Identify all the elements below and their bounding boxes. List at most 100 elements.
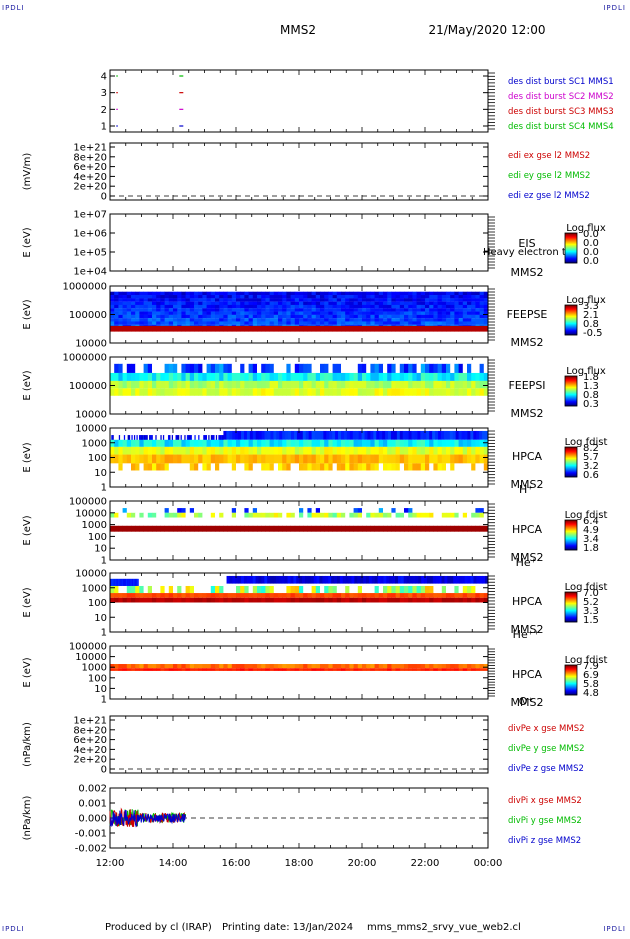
spectrogram-band	[391, 298, 396, 302]
spectrogram-band	[139, 318, 144, 322]
spectrogram-band	[143, 325, 149, 332]
spectrogram-band	[420, 668, 426, 671]
spectrogram-band	[475, 304, 480, 309]
spectrogram-band	[315, 446, 321, 455]
colorbar-segment	[565, 522, 577, 524]
spectrogram-band	[370, 363, 375, 373]
spectrogram-band	[118, 435, 121, 443]
spectrogram-band	[387, 314, 392, 319]
colorbar-segment	[565, 520, 577, 522]
spectrogram-band	[206, 388, 212, 396]
spectrogram-band	[454, 439, 459, 447]
spectrogram-band	[252, 508, 258, 513]
spectrogram-band	[244, 439, 249, 447]
spectrogram-band	[189, 435, 192, 443]
colorbar-segment	[565, 305, 577, 307]
spectrogram-band	[395, 597, 401, 603]
spectrogram-band	[198, 388, 203, 396]
spectrogram-band	[185, 454, 191, 464]
spectrogram-band	[131, 298, 136, 302]
spectrogram-band	[462, 525, 468, 532]
spectrogram-band	[446, 380, 451, 389]
spectrogram-band	[210, 512, 216, 518]
spectrogram-band	[160, 372, 165, 381]
spectrogram-band	[215, 318, 220, 322]
spectrogram-band	[475, 664, 480, 669]
spectrogram-band	[118, 363, 123, 373]
spectrogram-band	[160, 525, 165, 532]
spectrogram-band	[156, 463, 161, 471]
spectrogram-band	[303, 593, 308, 598]
spectrogram-band	[328, 291, 333, 296]
spectrogram-band	[370, 585, 375, 594]
spectrogram-band	[194, 435, 197, 443]
spectrogram-band	[296, 575, 300, 584]
spectrogram-band	[236, 512, 241, 518]
spectrogram-band	[215, 291, 220, 296]
spectrogram-band	[441, 311, 447, 315]
spectrogram-band	[110, 585, 115, 594]
legend-entry: edi ey gse l2 MMS2	[508, 171, 590, 181]
spectrogram-band	[399, 325, 405, 332]
spectrogram-band	[446, 668, 451, 671]
spectrogram-band	[458, 508, 464, 513]
spectrogram-band	[122, 508, 128, 513]
spectrogram-band	[139, 463, 144, 471]
spectrogram-band	[328, 439, 333, 447]
spectrogram-band	[236, 291, 241, 296]
spectrogram-band	[130, 435, 132, 443]
spectrogram-band	[133, 435, 136, 443]
spectrogram-band	[299, 311, 304, 315]
spectrogram-band	[126, 446, 132, 455]
spectrogram-band	[404, 597, 409, 603]
spectrogram-band	[162, 435, 165, 443]
spectrogram-band	[362, 446, 367, 455]
spectrogram-feepse	[110, 291, 489, 332]
spectrogram-band	[147, 380, 153, 389]
spectrogram-band	[181, 508, 186, 513]
spectrogram-band	[461, 430, 465, 440]
spectrogram-band	[265, 372, 270, 381]
spectrogram-band	[240, 454, 245, 464]
spectrogram-band	[219, 314, 224, 319]
spectrogram-band	[450, 575, 454, 584]
spectrogram-band	[261, 463, 266, 471]
spectrogram-band	[387, 597, 392, 603]
spectrogram-band	[320, 295, 325, 299]
spectrogram-band	[425, 325, 430, 332]
spectrogram-band	[181, 308, 186, 312]
spectrogram-band	[454, 318, 459, 322]
spectrogram-band	[143, 439, 149, 447]
spectrogram-band	[458, 597, 464, 603]
spectrogram-band	[286, 308, 291, 312]
spectrogram-band	[328, 597, 333, 603]
spectrogram-band	[249, 430, 254, 440]
spacecraft-label: MMS2	[511, 623, 544, 636]
spectrogram-band	[362, 291, 367, 296]
spectrogram-band	[255, 575, 259, 584]
spectrogram-band	[122, 668, 128, 671]
spectrogram-band	[416, 311, 422, 315]
spectrogram-band	[210, 291, 216, 296]
spectrogram-band	[408, 372, 413, 381]
spectrogram-band	[202, 512, 207, 518]
spectrogram-band	[220, 435, 223, 443]
spectrogram-band	[387, 668, 392, 671]
spectrogram-band	[240, 314, 245, 319]
spectrogram-band	[366, 304, 371, 309]
spectrogram-band	[118, 372, 123, 381]
spectrogram-band	[177, 380, 182, 389]
spectrogram-band	[168, 301, 174, 306]
spectrogram-band	[342, 575, 347, 584]
spectrogram-band	[366, 318, 371, 322]
spectrogram-band	[202, 314, 207, 319]
spectrogram-band	[248, 301, 254, 306]
spectrogram-band	[307, 380, 312, 389]
spectrogram-band	[464, 575, 469, 584]
spectrogram-band	[156, 525, 161, 532]
spectrogram-band	[345, 314, 350, 319]
spectrogram-band	[215, 380, 220, 389]
colorbar-segment	[565, 306, 577, 308]
spectrogram-band	[185, 304, 191, 309]
